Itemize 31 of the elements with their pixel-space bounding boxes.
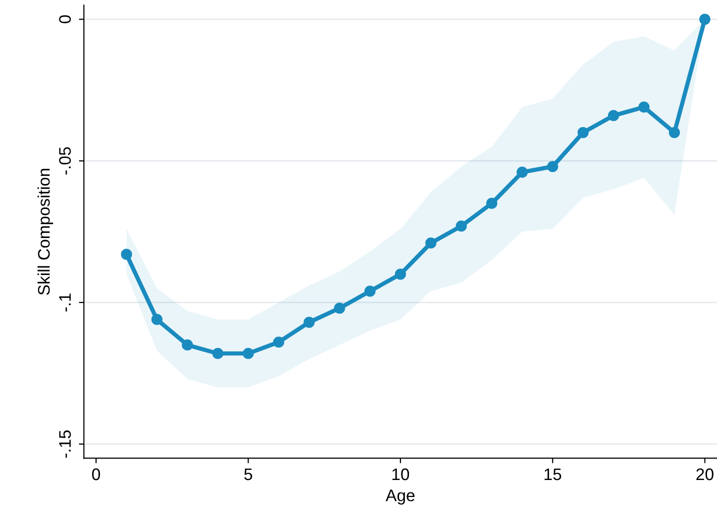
x-tick-label: 10	[392, 468, 410, 480]
y-axis-title: Skill Composition	[38, 168, 54, 295]
x-tick-label: 20	[696, 468, 714, 480]
point	[394, 268, 406, 280]
point	[151, 314, 162, 326]
point	[304, 316, 315, 328]
y-tick-label: -.15	[59, 430, 71, 458]
x-tick-label: 5	[244, 468, 252, 480]
y-tick-label: -.1	[59, 294, 71, 312]
point	[668, 127, 680, 138]
point	[364, 286, 376, 297]
point	[516, 166, 528, 178]
y-tick-label: -.05	[59, 147, 71, 174]
point	[334, 302, 346, 314]
point	[425, 237, 436, 249]
point	[182, 339, 193, 351]
point	[212, 348, 224, 360]
point	[456, 220, 467, 232]
point	[486, 198, 498, 209]
point	[242, 348, 254, 360]
point	[608, 110, 620, 122]
point	[273, 336, 284, 348]
point	[638, 102, 650, 113]
point	[578, 127, 589, 138]
point	[120, 248, 132, 260]
x-tick-label: 0	[92, 468, 100, 480]
y-tick-label: 0	[59, 15, 71, 24]
x-tick-label: 15	[544, 468, 562, 480]
x-axis-title: Age	[386, 490, 415, 505]
point	[547, 160, 558, 172]
point	[699, 14, 710, 25]
